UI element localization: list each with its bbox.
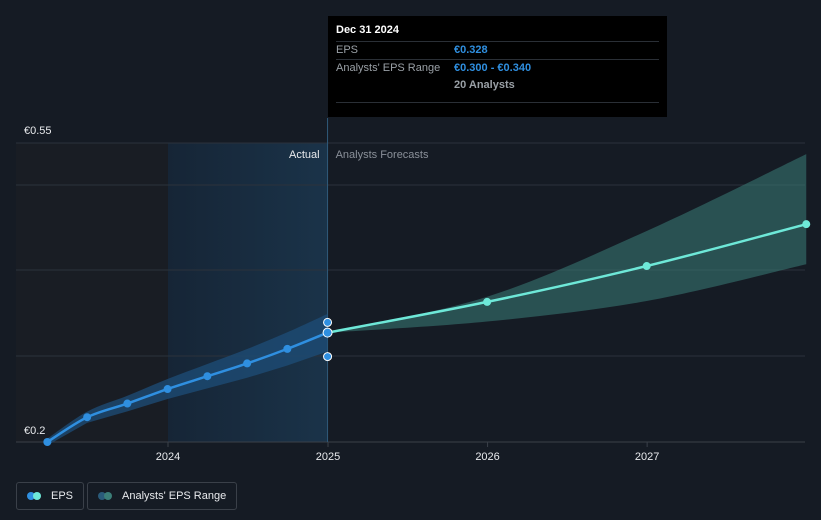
y-tick-label-min: €0.2: [24, 425, 45, 437]
range-high-marker: [323, 317, 333, 327]
tooltip-date: Dec 31 2024: [336, 24, 399, 36]
legend-range-label: Analysts' EPS Range: [122, 490, 227, 502]
tooltip-range-value: €0.300 - €0.340: [454, 62, 532, 74]
tooltip: Dec 31 2024 EPS €0.328 Analysts' EPS Ran…: [328, 16, 667, 117]
eps-point: [283, 344, 292, 353]
legend-eps-button[interactable]: EPS: [16, 482, 85, 510]
analysts-eps-range-band: [327, 154, 807, 333]
eps-point: [83, 413, 92, 422]
range-low-marker: [323, 352, 333, 362]
tooltip-eps-label: EPS: [336, 44, 359, 56]
y-tick-label-max: €0.55: [24, 125, 52, 137]
eps-point: [203, 372, 212, 381]
eps-point: [123, 399, 132, 408]
legend-eps-label: EPS: [51, 490, 74, 502]
forecast-point: [483, 297, 492, 306]
forecast-label: Analysts Forecasts: [336, 149, 429, 161]
eps-chart: 2024 2025 2026 2027 €0.55 €0.2 Actual Analysts …: [16, 118, 811, 463]
eps-point: [243, 359, 252, 368]
forecast-point: [642, 262, 651, 271]
eps-legend-icon: [27, 491, 43, 501]
range-legend-icon: [98, 491, 114, 501]
eps-historical-band: [47, 313, 328, 446]
legend-range-button[interactable]: Analysts' EPS Range: [87, 482, 238, 510]
tooltip-analysts-count: 20 Analysts: [454, 79, 515, 91]
x-tick-label-2027: 2027: [635, 451, 659, 463]
x-tick-label-2024: 2024: [156, 451, 180, 463]
eps-point: [43, 438, 52, 446]
x-tick-label-2026: 2026: [475, 451, 499, 463]
actual-region: [168, 143, 328, 442]
actual-label: Actual: [289, 149, 320, 161]
x-tick-label-2025: 2025: [316, 451, 340, 463]
eps-point: [322, 327, 333, 338]
eps-forecast-line: [327, 222, 807, 334]
forecast-point: [802, 220, 811, 229]
eps-point: [163, 385, 172, 394]
tooltip-eps-value: €0.328: [454, 44, 488, 56]
tooltip-range-label: Analysts' EPS Range: [336, 62, 441, 74]
